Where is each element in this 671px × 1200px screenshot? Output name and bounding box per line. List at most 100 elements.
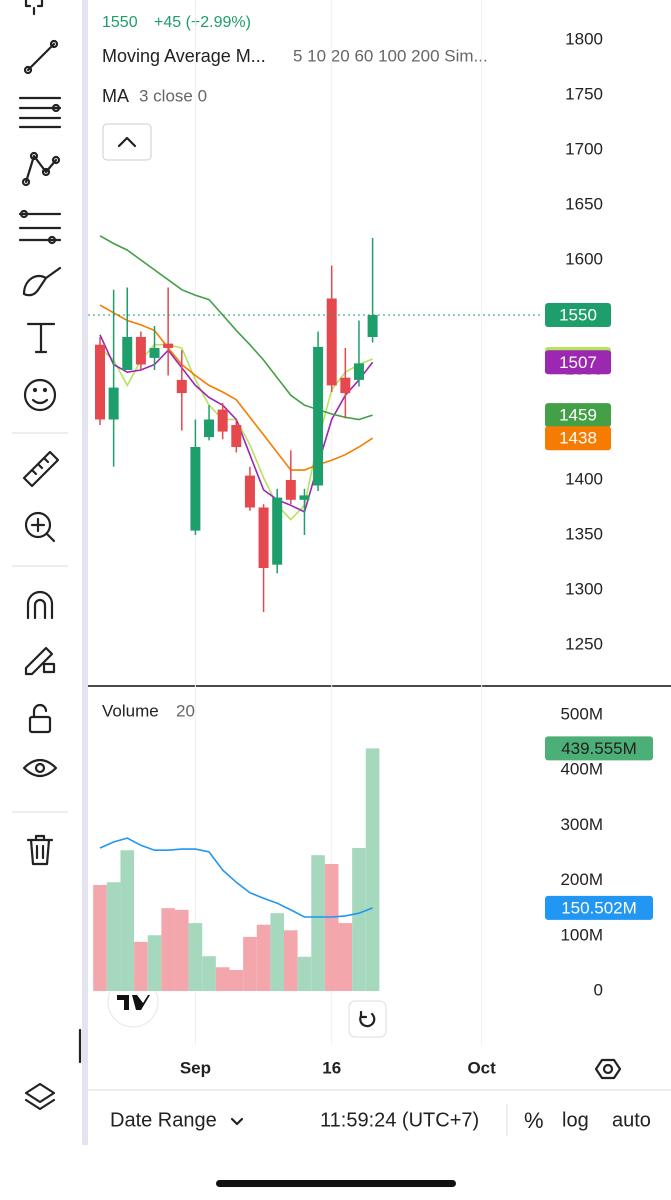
volume-name[interactable]: Volume: [102, 701, 159, 720]
tool-lines[interactable]: [18, 96, 62, 129]
y-tick-label: 1300: [565, 579, 603, 598]
y-tick-label: 100M: [560, 925, 603, 944]
date-range[interactable]: Date Range: [110, 1109, 217, 1131]
ma-value-label-box: [545, 426, 611, 451]
candle-body: [231, 424, 242, 447]
grid: [194, 0, 483, 1045]
candle-body: [244, 475, 255, 508]
volume-bar: [93, 885, 107, 992]
tool-visibility[interactable]: [22, 758, 58, 778]
candle-body: [135, 337, 146, 365]
volume-bar: [297, 956, 312, 992]
tool-emoji[interactable]: [23, 378, 57, 412]
tool-zoom[interactable]: [24, 511, 56, 543]
tool-lock-drawing[interactable]: [24, 646, 56, 676]
clock[interactable]: 11:59:24 (UTC+7): [320, 1109, 479, 1131]
volume-bar: [284, 930, 298, 992]
y-tick-label: 300M: [560, 815, 603, 834]
collapse-button[interactable]: [102, 123, 152, 161]
y-tick-label: 1800: [565, 30, 603, 49]
volume-bar: [188, 923, 203, 992]
volume-param: 20: [176, 701, 195, 720]
ma-value-label-box: [545, 350, 611, 375]
tool-brush[interactable]: [22, 266, 62, 297]
ma-name[interactable]: MA: [102, 86, 129, 106]
reset-button[interactable]: [348, 1000, 387, 1038]
tool-ruler[interactable]: [22, 450, 60, 488]
tool-layers[interactable]: [24, 1082, 56, 1111]
date-range-chevron[interactable]: [230, 1117, 244, 1126]
percent-toggle[interactable]: %: [524, 1108, 544, 1133]
home-indicator: [216, 1180, 456, 1187]
candle-body: [95, 344, 105, 420]
volume-bar: [202, 956, 216, 992]
price-pane: [88, 235, 540, 612]
ma-params: 3 close 0: [139, 86, 207, 105]
candle-body: [108, 387, 119, 420]
candle-body: [190, 446, 201, 531]
y-tick-label: 1700: [565, 140, 603, 159]
legend-change: +45 (+2.99%): [154, 14, 251, 31]
volume-bar: [174, 909, 189, 992]
ma-value-label: 1459: [559, 406, 597, 425]
ma-line: [99, 304, 374, 471]
volume-ma-label: 150.502M: [561, 898, 637, 917]
y-tick-label: 1350: [565, 524, 603, 543]
candle-body: [204, 419, 215, 438]
tool-text[interactable]: [26, 322, 56, 354]
candle-body: [340, 377, 351, 394]
settings-button[interactable]: [594, 1058, 622, 1080]
volume-bar: [324, 864, 339, 992]
volume-bar: [270, 913, 284, 992]
tool-trendline[interactable]: [23, 39, 59, 75]
volume-bar: [161, 908, 175, 992]
candle-body: [149, 348, 160, 358]
volume-bar: [134, 941, 148, 992]
tool-magnet[interactable]: [26, 590, 54, 620]
candle-body: [122, 337, 133, 371]
candle-body: [272, 497, 283, 565]
volume-bar: [365, 748, 380, 992]
auto-toggle[interactable]: auto: [612, 1109, 651, 1131]
volume-bar: [147, 935, 162, 992]
volume-bar: [338, 923, 353, 992]
ma-value-label-box: [545, 403, 611, 428]
y-tick-label: 200M: [560, 870, 603, 889]
legend-price: 1550: [102, 14, 138, 31]
tool-crosshair[interactable]: [24, 0, 44, 16]
toolbar-edge: [82, 0, 88, 1145]
tool-fib[interactable]: [18, 209, 62, 245]
ma-value-label: 1507: [559, 353, 597, 372]
y-tick-label: 1400: [565, 469, 603, 488]
y-tick-label: 1650: [565, 195, 603, 214]
last-price-label: 1550: [559, 305, 597, 324]
y-tick-label: 0: [594, 980, 603, 999]
volume-pane: [93, 748, 380, 992]
tool-pattern[interactable]: [21, 151, 61, 187]
tool-lock[interactable]: [28, 703, 52, 734]
volume-bar: [352, 848, 366, 992]
y-tick-label: 1750: [565, 85, 603, 104]
volume-bar: [243, 936, 257, 992]
y-tick-label: 1600: [565, 249, 603, 268]
x-tick-label: Sep: [180, 1058, 211, 1077]
last-price-label-box: [545, 303, 611, 328]
tool-delete[interactable]: [26, 834, 54, 866]
y-tick-label: 500M: [560, 704, 603, 723]
volume-bar: [120, 850, 135, 992]
x-tick-label: 16: [322, 1058, 341, 1077]
volume-bar: [229, 970, 244, 992]
y-tick-label: 400M: [560, 760, 603, 779]
ma-line: [99, 235, 373, 421]
candle-body: [367, 315, 378, 338]
candle-body: [285, 479, 296, 500]
ma-value-label: 1438: [559, 429, 597, 448]
volume-bar: [256, 924, 271, 992]
volume-bar: [106, 882, 121, 992]
log-toggle[interactable]: log: [562, 1109, 589, 1131]
indicator-params: 5 10 20 60 100 200 Sim...: [293, 46, 488, 65]
volume-ma-line: [99, 837, 373, 918]
candle-body: [353, 363, 364, 380]
indicator-name[interactable]: Moving Average M...: [102, 46, 266, 66]
